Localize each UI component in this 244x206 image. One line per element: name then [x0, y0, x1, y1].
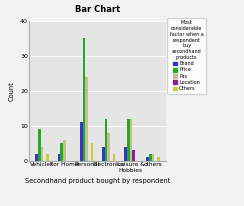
- Bar: [85, 77, 88, 161]
- Bar: [91, 143, 93, 161]
- Title: Bar Chart: Bar Chart: [75, 5, 120, 14]
- Bar: [80, 122, 82, 161]
- Bar: [46, 154, 49, 161]
- Bar: [113, 154, 115, 161]
- Bar: [35, 154, 38, 161]
- Bar: [130, 119, 132, 161]
- X-axis label: Secondhand product bought by respondent: Secondhand product bought by respondent: [25, 178, 170, 184]
- Bar: [127, 119, 130, 161]
- Bar: [58, 154, 60, 161]
- Bar: [60, 143, 63, 161]
- Bar: [157, 157, 160, 161]
- Bar: [105, 119, 107, 161]
- Y-axis label: Count: Count: [9, 81, 14, 101]
- Bar: [63, 140, 66, 161]
- Bar: [149, 154, 152, 161]
- Bar: [124, 147, 127, 161]
- Bar: [146, 157, 149, 161]
- Bar: [107, 133, 110, 161]
- Bar: [132, 150, 135, 161]
- Bar: [102, 147, 105, 161]
- Bar: [38, 129, 41, 161]
- Bar: [82, 38, 85, 161]
- Legend: Brand, Price, Pas, Location, Others: Brand, Price, Pas, Location, Others: [167, 18, 206, 94]
- Bar: [41, 147, 43, 161]
- Bar: [152, 154, 154, 161]
